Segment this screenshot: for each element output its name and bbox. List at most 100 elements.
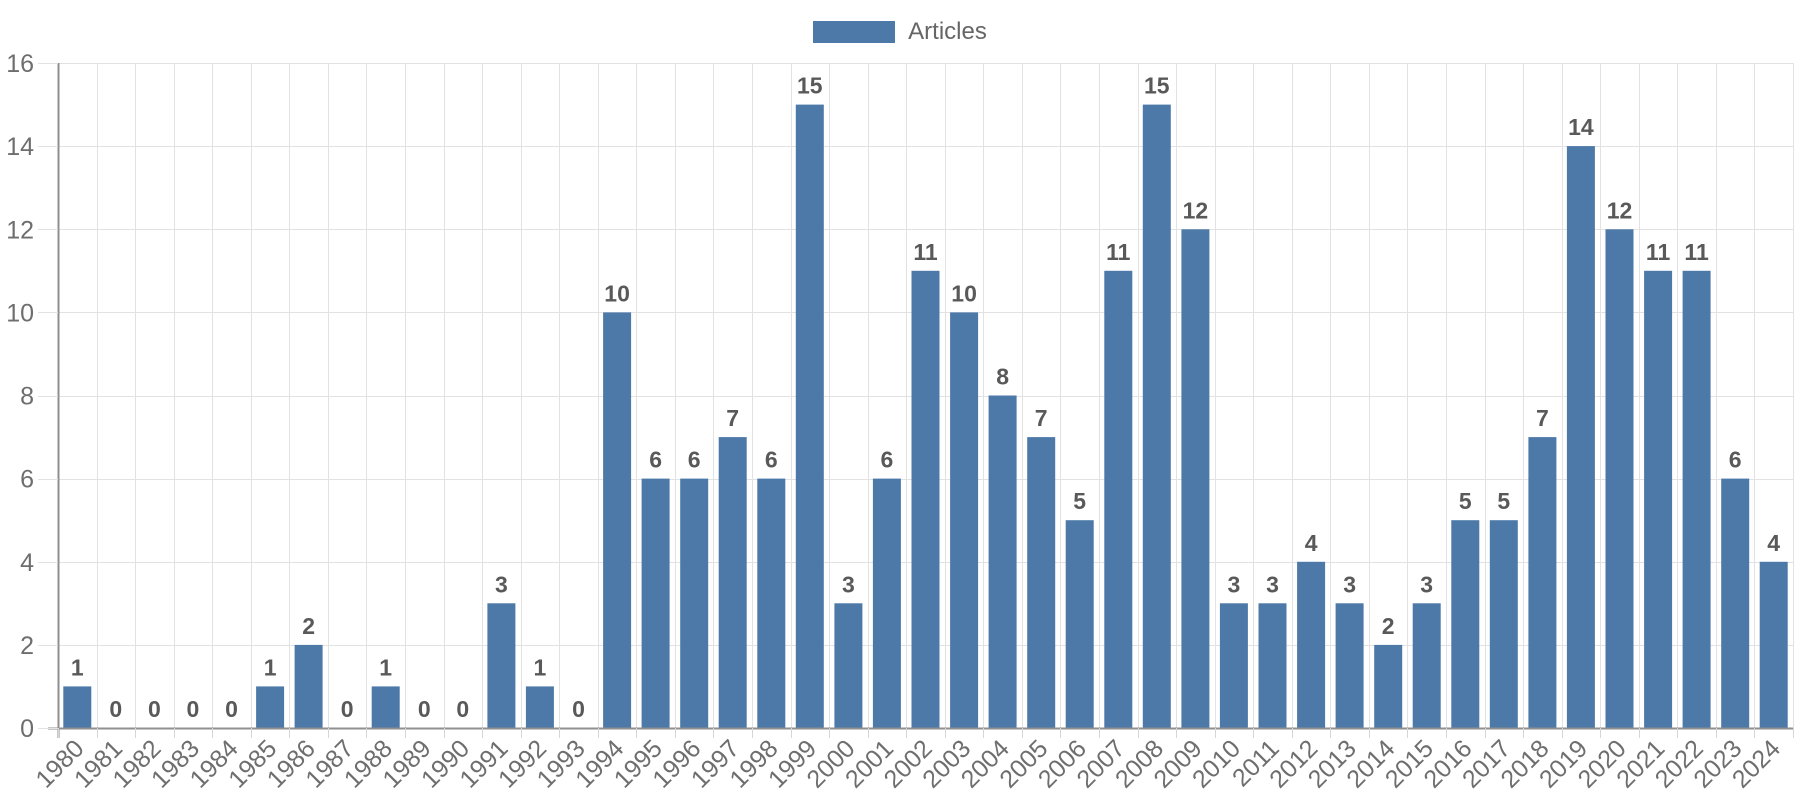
value-label-1986: 2: [302, 613, 315, 639]
bar-2010[interactable]: [1219, 603, 1248, 728]
bar-1992[interactable]: [525, 686, 554, 728]
bar-2016[interactable]: [1451, 520, 1480, 728]
value-label-2021: 11: [1646, 239, 1671, 265]
legend-swatch[interactable]: [813, 21, 896, 43]
bar-2020[interactable]: [1605, 229, 1634, 729]
value-label-2018: 7: [1536, 405, 1549, 431]
bar-2001[interactable]: [872, 478, 901, 728]
value-label-2016: 5: [1459, 488, 1472, 514]
bar-2002[interactable]: [911, 270, 940, 728]
y-tick-label-14: 14: [6, 133, 34, 161]
value-label-1989: 0: [418, 696, 431, 722]
value-label-1998: 6: [765, 447, 778, 473]
value-label-1999: 15: [797, 73, 823, 99]
value-label-1983: 0: [187, 696, 200, 722]
y-axis-labels: 0 2 4 6 8 10 12 14 16: [6, 50, 34, 743]
y-tick-label-2: 2: [20, 632, 34, 660]
bar-2005[interactable]: [1027, 437, 1056, 728]
value-label-2013: 3: [1343, 571, 1356, 597]
bar-2003[interactable]: [950, 312, 979, 728]
bar-2021[interactable]: [1644, 270, 1673, 728]
value-label-2014: 2: [1382, 613, 1395, 639]
bar-1996[interactable]: [680, 478, 709, 728]
bar-2011[interactable]: [1258, 603, 1287, 728]
bar-1997[interactable]: [718, 437, 747, 728]
value-label-2010: 3: [1228, 571, 1241, 597]
value-label-2008: 15: [1144, 73, 1170, 99]
bar-1994[interactable]: [603, 312, 632, 728]
y-tick-label-8: 8: [20, 383, 34, 411]
bar-2012[interactable]: [1297, 561, 1326, 729]
axes: [48, 63, 1793, 738]
bar-1986[interactable]: [294, 644, 323, 728]
value-label-1987: 0: [341, 696, 354, 722]
value-label-2001: 6: [881, 447, 894, 473]
value-label-2002: 11: [913, 239, 938, 265]
bar-1999[interactable]: [795, 104, 824, 729]
value-label-2023: 6: [1729, 447, 1742, 473]
bar-2004[interactable]: [988, 395, 1017, 729]
bar-2024[interactable]: [1759, 561, 1788, 729]
bar-1991[interactable]: [487, 603, 516, 728]
axis-ticks: [38, 63, 1794, 738]
value-label-1993: 0: [572, 696, 585, 722]
bar-1995[interactable]: [641, 478, 670, 728]
value-label-2017: 5: [1497, 488, 1510, 514]
y-tick-label-16: 16: [6, 50, 34, 78]
bar-2018[interactable]: [1528, 437, 1557, 728]
legend-label: Articles: [908, 18, 987, 45]
bar-2008[interactable]: [1142, 104, 1171, 729]
gridlines: [58, 63, 1794, 728]
value-label-1980: 1: [71, 654, 84, 680]
value-label-2019: 14: [1568, 114, 1594, 140]
value-label-1991: 3: [495, 571, 508, 597]
value-label-1984: 0: [225, 696, 238, 722]
value-label-2004: 8: [996, 364, 1009, 390]
bar-2000[interactable]: [834, 603, 863, 728]
bar-2023[interactable]: [1721, 478, 1750, 728]
x-axis-labels: 1980198119821983198419851986198719881989…: [30, 734, 1786, 793]
bar-2009[interactable]: [1181, 229, 1210, 729]
value-label-1988: 1: [379, 654, 392, 680]
bar-2015[interactable]: [1412, 603, 1441, 728]
bar-2013[interactable]: [1335, 603, 1364, 728]
bar-2006[interactable]: [1065, 520, 1094, 728]
chart-legend[interactable]: Articles: [0, 18, 1800, 46]
bar-2014[interactable]: [1374, 644, 1403, 728]
value-label-2020: 12: [1607, 197, 1633, 223]
value-label-1992: 1: [534, 654, 547, 680]
value-label-1985: 1: [264, 654, 277, 680]
value-label-2003: 10: [951, 280, 977, 306]
y-tick-label-6: 6: [20, 466, 34, 494]
bar-1985[interactable]: [256, 686, 285, 728]
bar-1988[interactable]: [371, 686, 400, 728]
value-label-2006: 5: [1073, 488, 1086, 514]
bar-2019[interactable]: [1566, 146, 1595, 729]
y-tick-label-12: 12: [6, 216, 34, 244]
bar-1980[interactable]: [63, 686, 92, 728]
bar-2007[interactable]: [1104, 270, 1133, 728]
value-label-2011: 3: [1266, 571, 1279, 597]
bar-1998[interactable]: [757, 478, 786, 728]
value-label-2005: 7: [1035, 405, 1048, 431]
value-label-2009: 12: [1183, 197, 1209, 223]
value-label-1982: 0: [148, 696, 161, 722]
value-label-2012: 4: [1305, 530, 1318, 556]
bar-2017[interactable]: [1489, 520, 1518, 728]
value-label-1990: 0: [456, 696, 469, 722]
bar-2022[interactable]: [1682, 270, 1711, 728]
value-label-2024: 4: [1767, 530, 1780, 556]
value-label-1994: 10: [604, 280, 630, 306]
y-tick-label-4: 4: [20, 549, 34, 577]
value-label-1981: 0: [109, 696, 122, 722]
value-label-1996: 6: [688, 447, 701, 473]
value-label-1997: 7: [726, 405, 739, 431]
y-tick-label-10: 10: [6, 299, 34, 327]
value-label-2022: 11: [1684, 239, 1709, 265]
value-label-2015: 3: [1420, 571, 1433, 597]
bars-series: [63, 104, 1788, 729]
value-label-2000: 3: [842, 571, 855, 597]
